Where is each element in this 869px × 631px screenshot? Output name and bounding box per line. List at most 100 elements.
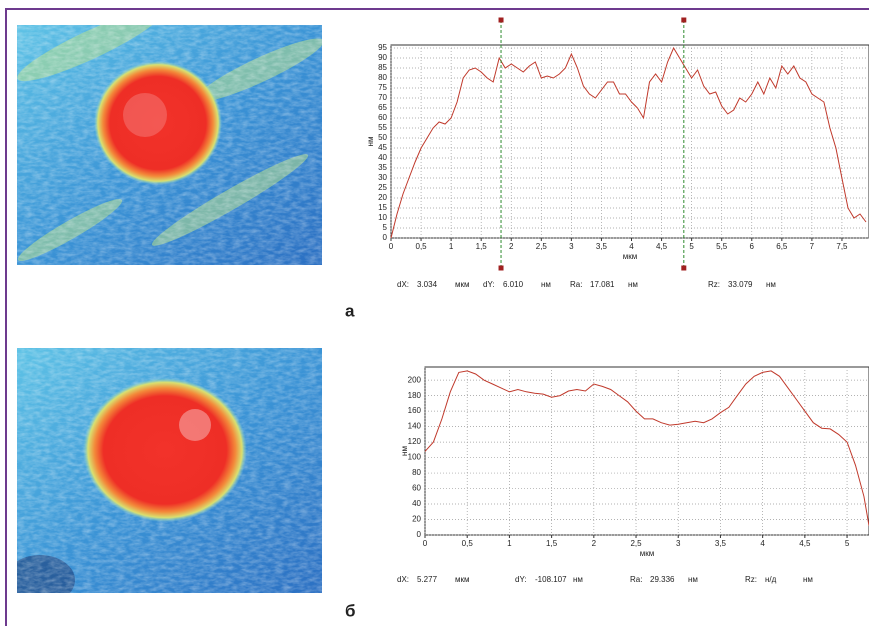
readout-value: -108.107 [535, 575, 567, 584]
readout-value: 6.010 [503, 280, 524, 289]
y-tick-label: 90 [378, 53, 387, 62]
y-tick-label: 10 [378, 213, 387, 222]
x-tick-label: 4 [760, 539, 765, 548]
y-tick-label: 140 [408, 422, 422, 431]
readout-label: Rz: [708, 280, 720, 289]
y-tick-label: 85 [378, 63, 387, 72]
y-tick-label: 100 [408, 453, 422, 462]
y-tick-label: 35 [378, 163, 387, 172]
readout-unit: нм [688, 575, 698, 584]
readout-label: Ra: [630, 575, 642, 584]
y-tick-label: 60 [412, 484, 421, 493]
x-tick-label: 4 [629, 242, 634, 251]
cursor-handle [681, 17, 687, 23]
cursor-handle [681, 265, 687, 271]
x-tick-label: 5,5 [716, 242, 728, 251]
y-tick-label: 55 [378, 123, 387, 132]
y-tick-label: 25 [378, 183, 387, 192]
y-tick-label: 0 [417, 530, 422, 539]
plot-area [424, 366, 869, 536]
x-tick-label: 0 [423, 539, 428, 548]
y-tick-label: 15 [378, 203, 387, 212]
y-tick-label: 45 [378, 143, 387, 152]
y-tick-label: 60 [378, 113, 387, 122]
x-tick-label: 4,5 [656, 242, 668, 251]
x-tick-label: 7 [810, 242, 815, 251]
profile-line [390, 46, 867, 239]
x-tick-label: 6,5 [776, 242, 788, 251]
x-tick-label: 4,5 [799, 539, 811, 548]
x-tick-label: 0,5 [416, 242, 428, 251]
readout-value: 3.034 [417, 280, 438, 289]
readout-label: dY: [483, 280, 495, 289]
y-axis-label: нм [400, 446, 409, 456]
readout-value: 17.081 [590, 280, 615, 289]
y-tick-label: 40 [412, 499, 421, 508]
x-tick-label: 6 [750, 242, 755, 251]
y-tick-label: 70 [378, 93, 387, 102]
y-tick-label: 30 [378, 173, 387, 182]
x-tick-label: 2,5 [630, 539, 642, 548]
y-tick-label: 160 [408, 406, 422, 415]
readout-label: Ra: [570, 280, 582, 289]
x-tick-label: 2,5 [536, 242, 548, 251]
readout-unit: нм [803, 575, 813, 584]
readout-label: dX: [397, 575, 409, 584]
y-tick-label: 180 [408, 391, 422, 400]
x-tick-label: 2 [509, 242, 514, 251]
x-tick-label: 0,5 [462, 539, 474, 548]
afm-image-b [17, 348, 322, 593]
y-tick-label: 200 [408, 375, 422, 384]
cursor-handle [498, 265, 504, 271]
x-tick-label: 1 [507, 539, 512, 548]
readout-value: 33.079 [728, 280, 753, 289]
x-tick-label: 3,5 [715, 539, 727, 548]
readout-unit: мкм [455, 280, 470, 289]
readout-value: н/д [765, 575, 777, 584]
x-tick-label: 3,5 [596, 242, 608, 251]
y-tick-label: 0 [383, 233, 388, 242]
readout-unit: нм [628, 280, 638, 289]
readout-value: 5.277 [417, 575, 438, 584]
y-tick-label: 20 [412, 515, 421, 524]
panel-label: б [345, 601, 356, 620]
x-tick-label: 3 [676, 539, 681, 548]
readout-unit: нм [766, 280, 776, 289]
y-tick-label: 80 [412, 468, 421, 477]
x-tick-label: 5 [845, 539, 850, 548]
y-tick-label: 50 [378, 133, 387, 142]
readout-unit: нм [573, 575, 583, 584]
readout-value: 29.336 [650, 575, 675, 584]
readout-label: dX: [397, 280, 409, 289]
y-tick-label: 5 [383, 223, 388, 232]
readout-label: dY: [515, 575, 527, 584]
plot-area [390, 44, 869, 239]
y-tick-label: 120 [408, 437, 422, 446]
readout-unit: мкм [455, 575, 470, 584]
y-tick-label: 95 [378, 43, 387, 52]
x-tick-label: 3 [569, 242, 574, 251]
x-tick-label: 1,5 [476, 242, 488, 251]
cursor-handle [498, 17, 504, 23]
x-tick-label: 2 [592, 539, 597, 548]
frame [5, 8, 869, 626]
x-tick-label: 1,5 [546, 539, 558, 548]
x-axis-label: мкм [640, 549, 655, 558]
readout-label: Rz: [745, 575, 757, 584]
x-tick-label: 7,5 [836, 242, 848, 251]
afm-image-a [17, 25, 322, 265]
readout-unit: нм [541, 280, 551, 289]
y-tick-label: 75 [378, 83, 387, 92]
y-tick-label: 20 [378, 193, 387, 202]
x-axis-label: мкм [623, 252, 638, 261]
x-tick-label: 5 [689, 242, 694, 251]
y-tick-label: 80 [378, 73, 387, 82]
panel-label: а [345, 301, 355, 320]
x-tick-label: 1 [449, 242, 454, 251]
y-tick-label: 65 [378, 103, 387, 112]
y-axis-label: нм [366, 137, 375, 147]
y-tick-label: 40 [378, 153, 387, 162]
profile-line [424, 370, 869, 526]
x-tick-label: 0 [389, 242, 394, 251]
